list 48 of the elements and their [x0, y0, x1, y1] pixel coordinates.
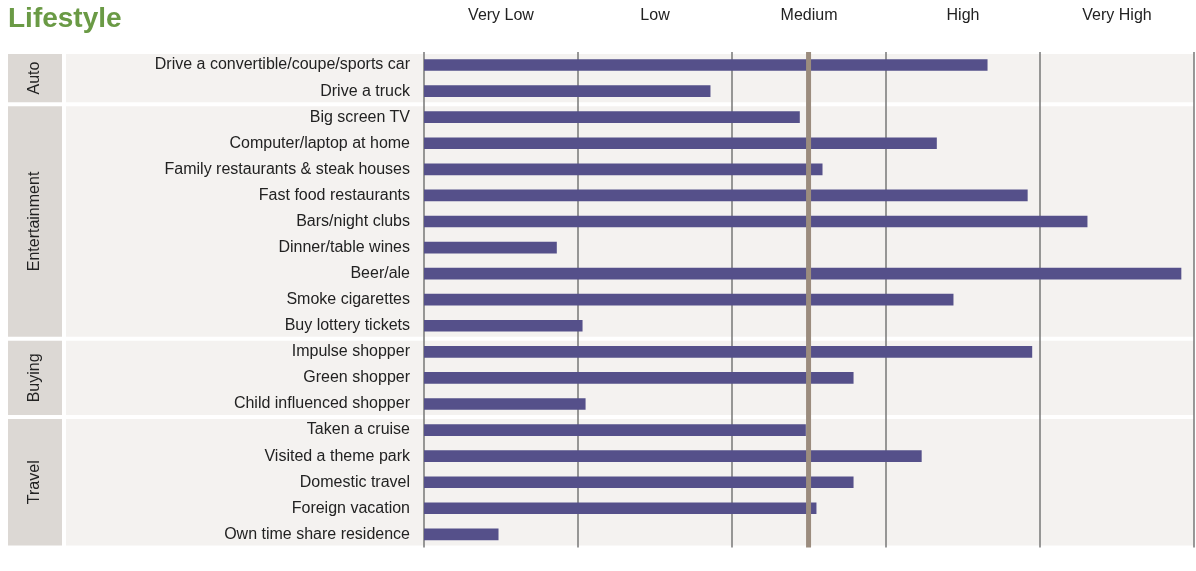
y-tick-label: Drive a truck — [320, 81, 411, 99]
bar — [424, 241, 557, 254]
text: Very Low — [468, 6, 535, 24]
y-tick-label: Taken a cruise — [306, 420, 411, 438]
y-tick-label: Own time share residence — [224, 524, 411, 542]
bar — [424, 424, 806, 436]
y-tick-label: Bars/night clubs — [296, 211, 410, 229]
bar — [424, 189, 1028, 202]
bar — [424, 346, 1033, 358]
text: High — [946, 6, 980, 24]
y-tick-label: Domestic travel — [299, 472, 410, 490]
y-tick-label: Drive a convertible/coupe/sports car — [154, 55, 411, 73]
y-tick-label: Family restaurants & steak houses — [164, 159, 410, 177]
text: Medium — [780, 6, 838, 24]
bar — [424, 502, 817, 515]
band-label: Travel — [25, 460, 43, 505]
text: Lifestyle — [8, 2, 122, 34]
bar — [424, 267, 1182, 280]
y-tick-label: Computer/laptop at home — [229, 133, 411, 151]
y-tick-label: Impulse shopper — [291, 342, 411, 360]
bar — [424, 372, 854, 384]
y-tick-label: Big screen TV — [309, 107, 411, 125]
band-label: Entertainment — [25, 171, 43, 272]
bar — [424, 215, 1088, 228]
y-tick-label: Beer/ale — [350, 264, 411, 282]
bar — [424, 111, 800, 124]
text: Very High — [1082, 6, 1152, 24]
bar — [424, 293, 954, 306]
y-tick-label: Fast food restaurants — [258, 185, 410, 203]
y-tick-label: Smoke cigarettes — [286, 290, 410, 308]
y-tick-label: Buy lottery tickets — [284, 316, 410, 334]
bar — [424, 450, 922, 462]
bar — [424, 528, 499, 541]
bar — [424, 398, 586, 410]
band-label: Buying — [25, 353, 43, 403]
y-tick-label: Visited a theme park — [264, 446, 411, 464]
y-tick-label: Dinner/table wines — [278, 237, 410, 255]
bar — [424, 163, 823, 176]
band-label: Auto — [25, 61, 43, 95]
bar — [424, 59, 988, 71]
y-tick-label: Child influenced shopper — [233, 394, 411, 412]
bar — [424, 137, 937, 150]
text: Low — [640, 6, 671, 24]
bar — [424, 319, 583, 332]
y-tick-label: Foreign vacation — [291, 498, 410, 516]
y-tick-label: Green shopper — [303, 368, 411, 386]
bar — [424, 476, 854, 489]
bar — [424, 85, 711, 97]
